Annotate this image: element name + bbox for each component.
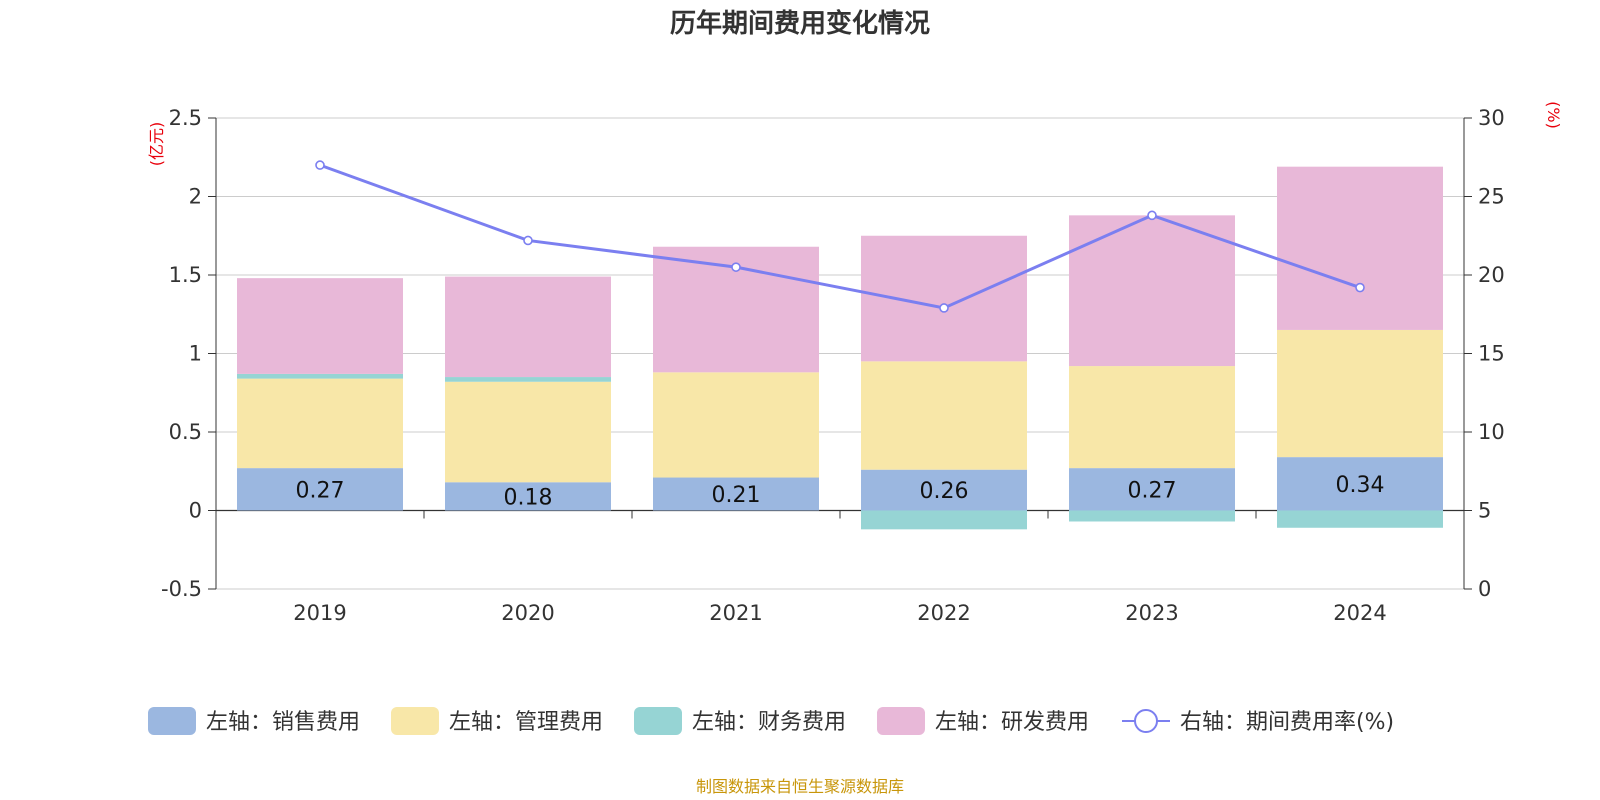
bar-2021-s1 xyxy=(653,372,819,478)
bar-value-label: 0.34 xyxy=(1336,473,1385,498)
rate-point xyxy=(523,235,533,246)
bar-value-label: 0.21 xyxy=(712,483,761,508)
legend-swatch xyxy=(634,707,682,735)
right-tick-label: 15 xyxy=(1478,342,1505,366)
legend-label: 左轴：财务费用 xyxy=(692,710,846,735)
bar-2022-s2 xyxy=(861,510,1027,530)
right-axis: 0 5 10 15 20 25 30 (%) xyxy=(1463,101,1563,601)
bar-2021-s0 xyxy=(653,477,819,511)
bar-2020-s3 xyxy=(445,276,611,378)
bar-value-label: 0.27 xyxy=(296,478,345,503)
right-tick-label: 20 xyxy=(1478,263,1505,287)
x-tick-label: 2022 xyxy=(917,601,970,625)
x-tick-label: 2019 xyxy=(293,601,346,625)
right-tick-label: 30 xyxy=(1478,106,1505,130)
chart-title: 历年期间费用变化情况 xyxy=(670,8,930,39)
left-axis: -0.5 0 0.5 1 1.5 2 2.5(亿元) xyxy=(147,106,217,601)
bar-2024-s0 xyxy=(1277,457,1443,511)
rate-point xyxy=(1147,210,1157,221)
legend-swatch xyxy=(877,707,925,735)
right-tick-label: 10 xyxy=(1478,420,1505,444)
rate-point xyxy=(315,160,325,170)
bar-2019-s2 xyxy=(237,373,403,379)
bar-2019-s3 xyxy=(237,278,403,374)
legend-label: 右轴：期间费用率(%) xyxy=(1180,710,1394,735)
bar-2023-s1 xyxy=(1069,366,1235,469)
bar-2024-s2 xyxy=(1277,510,1443,528)
bars xyxy=(237,166,1443,530)
bar-value-label: 0.18 xyxy=(504,485,553,510)
right-tick-label: 5 xyxy=(1478,499,1491,523)
bar-labels: 0.27 0.18 0.21 0.26 0.27 0.34 xyxy=(296,473,1385,511)
legend-swatch xyxy=(391,707,439,735)
source-note: 制图数据来自恒生聚源数据库 xyxy=(696,777,904,796)
bar-2023-s0 xyxy=(1069,468,1235,511)
bar-2024-s3 xyxy=(1277,166,1443,330)
left-tick-label: 1 xyxy=(189,342,202,366)
bar-2019-s0 xyxy=(237,468,403,511)
rate-point xyxy=(731,262,741,272)
left-tick-label: -0.5 xyxy=(161,577,202,601)
left-tick-label: 2 xyxy=(189,185,202,209)
x-axis: 2019 2020 2021 2022 2023 2024 xyxy=(215,509,1465,625)
left-tick-label: 1.5 xyxy=(169,263,202,287)
left-axis-unit: (亿元) xyxy=(147,122,166,167)
legend-marker xyxy=(1134,709,1158,733)
rate-point xyxy=(939,303,949,313)
legend-label: 左轴：管理费用 xyxy=(449,710,603,735)
bar-2022-s1 xyxy=(861,361,1027,470)
rate-point xyxy=(1355,282,1365,293)
x-tick-label: 2024 xyxy=(1333,601,1386,625)
bar-2023-s2 xyxy=(1069,510,1235,522)
grid-lines xyxy=(216,117,1464,590)
bar-2022-s0 xyxy=(861,469,1027,511)
x-tick-label: 2021 xyxy=(709,601,762,625)
right-axis-unit: (%) xyxy=(1544,101,1563,129)
bar-2022-s3 xyxy=(861,235,1027,362)
bar-2020-s1 xyxy=(445,381,611,483)
x-tick-label: 2023 xyxy=(1125,601,1178,625)
bar-2020-s2 xyxy=(445,377,611,382)
right-tick-label: 0 xyxy=(1478,577,1491,601)
bar-2023-s3 xyxy=(1069,215,1235,367)
line-series xyxy=(315,160,1365,313)
legend: 左轴：销售费用 左轴：管理费用 左轴：财务费用 左轴：研发费用 右轴：期间费用率(%) xyxy=(148,707,1394,735)
legend-label: 左轴：销售费用 xyxy=(206,710,360,735)
bar-2020-s0 xyxy=(445,482,611,511)
right-tick-label: 25 xyxy=(1478,185,1505,209)
legend-label: 左轴：研发费用 xyxy=(935,710,1089,735)
bar-value-label: 0.26 xyxy=(920,479,969,504)
legend-swatch xyxy=(148,707,196,735)
left-tick-label: 0.5 xyxy=(169,420,202,444)
x-tick-label: 2020 xyxy=(501,601,554,625)
bar-2024-s1 xyxy=(1277,329,1443,458)
bar-2019-s1 xyxy=(237,378,403,469)
left-tick-label: 0 xyxy=(189,499,202,523)
left-tick-label: 2.5 xyxy=(169,106,202,130)
rate-line xyxy=(319,163,1361,310)
bar-value-label: 0.27 xyxy=(1128,478,1177,503)
